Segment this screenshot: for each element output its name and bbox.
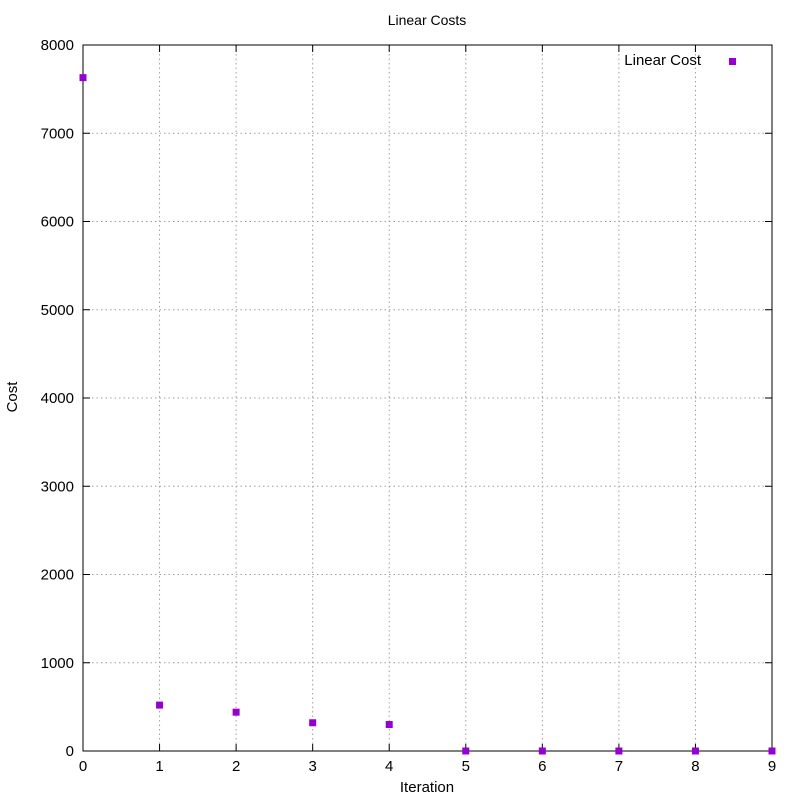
legend: Linear Cost <box>624 52 736 69</box>
y-tick-label: 0 <box>66 743 74 760</box>
grid <box>83 45 772 751</box>
x-tick-label: 9 <box>768 758 776 775</box>
data-point <box>615 747 623 755</box>
data-point <box>691 747 699 755</box>
legend-label: Linear Cost <box>624 52 702 69</box>
tick-labels: 0 1 2 3 4 5 6 7 8 9 0 1000 2000 3000 4000 5000 6000 7000 8… <box>41 37 777 775</box>
data-point <box>385 721 393 729</box>
y-tick-label: 6000 <box>41 214 74 231</box>
data-point <box>79 74 87 82</box>
x-tick-label: 3 <box>308 758 316 775</box>
data-point <box>232 708 240 716</box>
legend-marker <box>729 58 736 65</box>
y-tick-label: 2000 <box>41 567 74 584</box>
data-point <box>462 747 470 755</box>
y-tick-label: 8000 <box>41 37 74 54</box>
x-tick-label: 7 <box>615 758 623 775</box>
data-point <box>309 719 317 727</box>
y-tick-label: 5000 <box>41 302 74 319</box>
x-tick-label: 8 <box>691 758 699 775</box>
x-tick-label: 6 <box>538 758 546 775</box>
y-tick-label: 4000 <box>41 390 74 407</box>
y-tick-label: 7000 <box>41 125 74 142</box>
data-point <box>156 701 164 709</box>
y-tick-label: 1000 <box>41 655 74 672</box>
x-tick-label: 4 <box>385 758 393 775</box>
y-tick-label: 3000 <box>41 478 74 495</box>
data-point <box>538 747 546 755</box>
x-tick-label: 0 <box>79 758 87 775</box>
x-axis-label: Iteration <box>400 779 454 796</box>
x-tick-label: 1 <box>155 758 163 775</box>
axis-ticks <box>82 44 773 752</box>
y-axis-label: Cost <box>4 381 21 413</box>
chart-title: Linear Costs <box>388 12 467 28</box>
x-tick-label: 2 <box>232 758 240 775</box>
data-points <box>79 74 776 755</box>
x-tick-label: 5 <box>462 758 470 775</box>
data-point <box>768 747 776 755</box>
